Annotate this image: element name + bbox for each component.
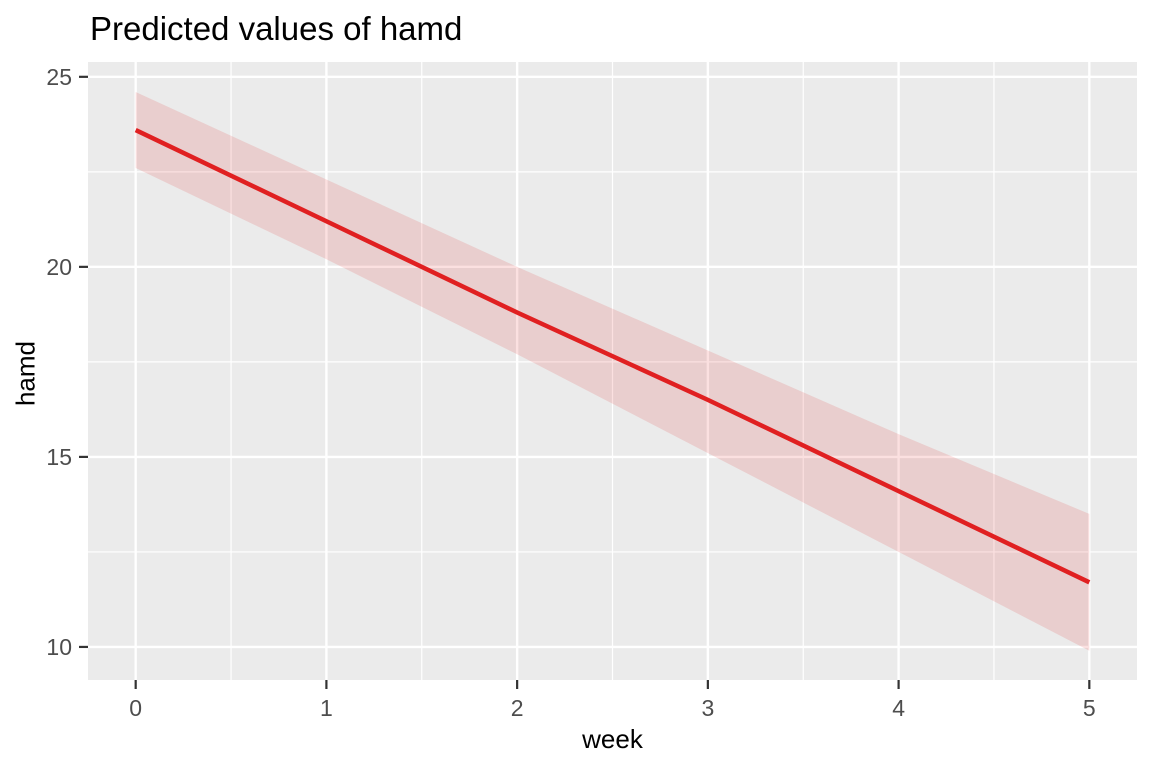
prediction-line [134, 128, 1091, 585]
y-axis-title: hamd [10, 340, 41, 407]
y-tick-label: 15 [46, 444, 72, 470]
plot-title: Predicted values of hamd [90, 10, 463, 47]
x-tick-label: 1 [320, 695, 333, 721]
x-tick-label: 4 [892, 695, 905, 721]
x-tick-label: 3 [701, 695, 714, 721]
y-tick-label: 25 [46, 64, 72, 90]
x-tick-label: 0 [129, 695, 142, 721]
x-axis-title: week [582, 724, 643, 754]
confidence-ribbon [135, 92, 1090, 651]
y-tick-label: 20 [46, 254, 72, 280]
y-tick-label: 10 [46, 634, 72, 660]
x-tick-label: 5 [1083, 695, 1096, 721]
x-tick-label: 2 [511, 695, 524, 721]
